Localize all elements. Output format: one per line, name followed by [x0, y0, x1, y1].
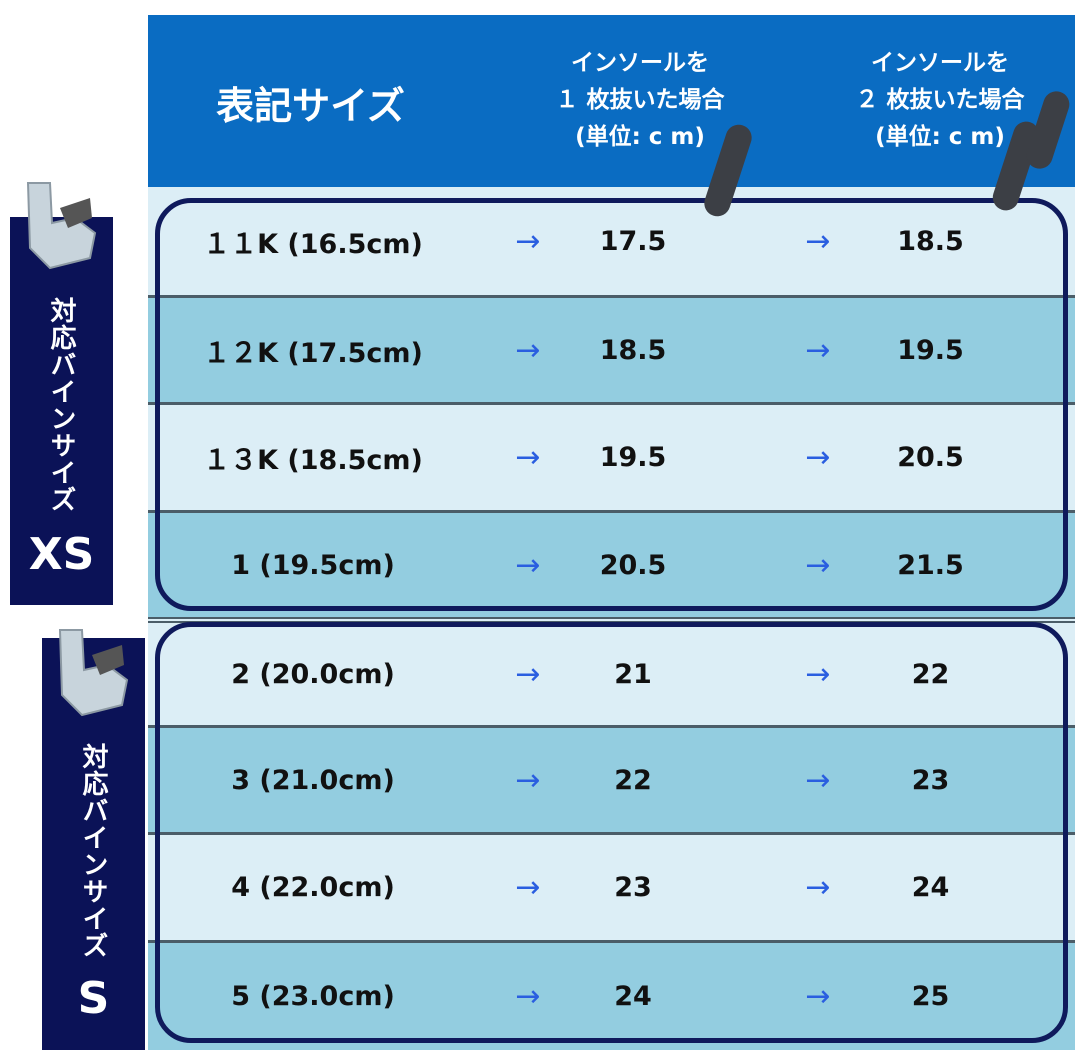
header-line: １ 枚抜いた場合 [555, 87, 725, 113]
size-two-insoles-removed: 18.5 [897, 225, 964, 257]
displayed-size: 4 (22.0cm) [231, 872, 395, 903]
binding-image-icon [26, 182, 97, 270]
size-one-insole-removed: 19.5 [599, 442, 667, 473]
arrow-right-icon: → [805, 223, 831, 259]
displayed-size: 1 (19.5cm) [231, 549, 395, 581]
header-line: インソールを [571, 50, 709, 76]
arrow-right-icon: → [805, 979, 831, 1014]
displayed-size: １１K (16.5cm) [203, 228, 423, 260]
displayed-size: 5 (23.0cm) [231, 981, 395, 1012]
arrow-right-icon: → [515, 762, 541, 798]
binding-size-code: XS [28, 529, 95, 580]
xs-group-outline [155, 198, 1068, 611]
arrow-right-icon: → [805, 870, 831, 905]
table-row: 2 (20.0cm) → 21 → 22 [148, 617, 1075, 725]
header-line: インソールを [871, 50, 1009, 76]
binding-size-code: S [77, 973, 110, 1024]
header-line: (単位: c m) [875, 124, 1005, 150]
table-row: 3 (21.0cm) → 22 → 23 [148, 725, 1075, 832]
table-row: １３K (18.5cm) → 19.5 → 20.5 [148, 402, 1075, 510]
arrow-right-icon: → [805, 762, 831, 798]
binding-size-xs-panel: 対応バインサイズ XS [10, 217, 113, 605]
arrow-right-icon: → [515, 547, 541, 583]
table-row: 5 (23.0cm) → 24 → 25 [148, 940, 1075, 1050]
arrow-right-icon: → [805, 547, 831, 583]
size-one-insole-removed: 18.5 [599, 334, 667, 366]
displayed-size: 3 (21.0cm) [231, 764, 395, 796]
displayed-size: １２K (17.5cm) [203, 337, 423, 369]
binding-image-icon [58, 629, 129, 717]
table-row: 1 (19.5cm) → 20.5 → 21.5 [148, 510, 1075, 617]
table-row: １２K (17.5cm) → 18.5 → 19.5 [148, 295, 1075, 402]
header-two-insoles-removed: インソールを ２ 枚抜いた場合 (単位: c m) [810, 45, 1070, 156]
arrow-right-icon: → [515, 870, 541, 905]
arrow-right-icon: → [805, 332, 831, 368]
size-two-insoles-removed: 25 [911, 981, 950, 1012]
size-two-insoles-removed: 21.5 [897, 549, 964, 581]
displayed-size: 2 (20.0cm) [231, 658, 395, 690]
arrow-right-icon: → [515, 440, 541, 475]
header-one-insole-removed: インソールを １ 枚抜いた場合 (単位: c m) [510, 45, 770, 156]
arrow-right-icon: → [805, 440, 831, 475]
size-one-insole-removed: 20.5 [599, 549, 667, 581]
size-one-insole-removed: 22 [614, 764, 652, 796]
s-group-outline [155, 622, 1068, 1043]
binding-size-label: 対応バインサイズ [78, 743, 108, 959]
arrow-right-icon: → [515, 979, 541, 1014]
size-one-insole-removed: 24 [614, 981, 652, 1012]
table-row: １１K (16.5cm) → 17.5 → 18.5 [148, 187, 1075, 295]
size-one-insole-removed: 17.5 [599, 225, 667, 257]
header-displayed-size: 表記サイズ [216, 84, 405, 128]
header-line: (単位: c m) [575, 124, 705, 150]
size-two-insoles-removed: 19.5 [897, 334, 964, 366]
binding-size-label: 対応バインサイズ [46, 297, 76, 513]
arrow-right-icon: → [515, 656, 541, 692]
table-header: 表記サイズ インソールを １ 枚抜いた場合 (単位: c m) インソールを ２… [148, 15, 1075, 187]
table-row: 4 (22.0cm) → 23 → 24 [148, 832, 1075, 940]
size-one-insole-removed: 23 [614, 872, 652, 903]
size-two-insoles-removed: 24 [911, 872, 950, 903]
header-line: ２ 枚抜いた場合 [855, 87, 1025, 113]
size-two-insoles-removed: 20.5 [897, 442, 964, 473]
arrow-right-icon: → [515, 332, 541, 368]
arrow-right-icon: → [805, 656, 831, 692]
size-two-insoles-removed: 23 [911, 764, 950, 796]
displayed-size: １３K (18.5cm) [203, 445, 423, 476]
arrow-right-icon: → [515, 223, 541, 259]
size-two-insoles-removed: 22 [911, 658, 950, 690]
size-one-insole-removed: 21 [614, 658, 652, 690]
